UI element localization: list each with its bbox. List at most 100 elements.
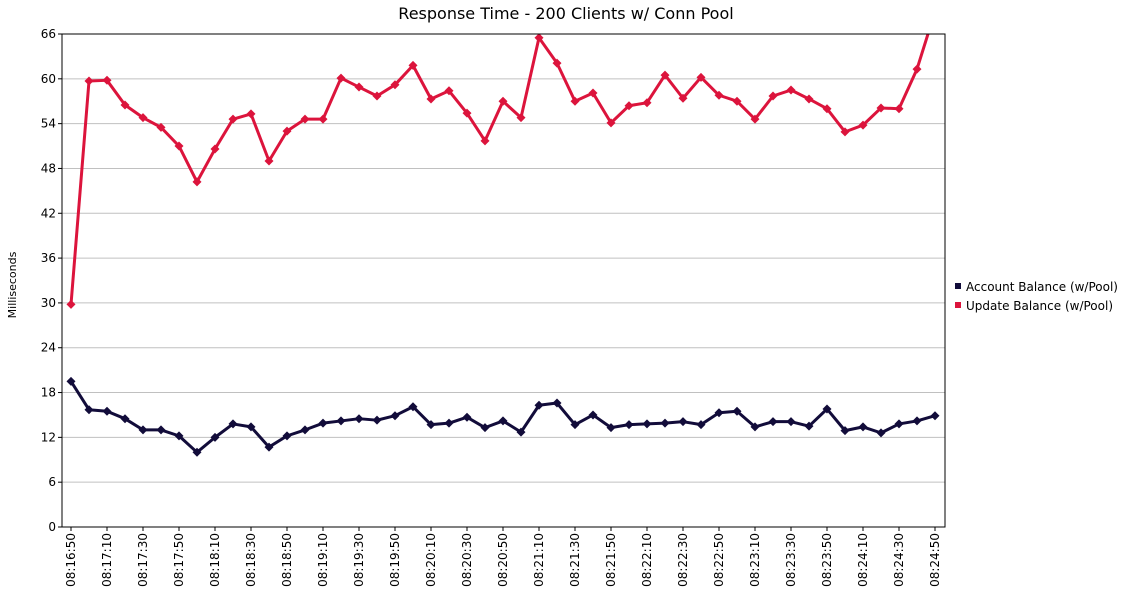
x-tick-label: 08:18:10 bbox=[208, 533, 222, 587]
y-tick-label: 12 bbox=[41, 430, 56, 444]
x-tick-label: 08:19:50 bbox=[388, 533, 402, 587]
point-marker bbox=[588, 88, 598, 98]
x-tick-label: 08:21:30 bbox=[568, 533, 582, 587]
legend-swatch bbox=[955, 302, 961, 308]
point-marker bbox=[372, 415, 382, 425]
point-marker bbox=[336, 73, 346, 83]
x-tick-label: 08:23:50 bbox=[820, 533, 834, 587]
point-marker bbox=[804, 421, 814, 431]
y-tick-label: 60 bbox=[41, 72, 56, 86]
x-tick-label: 08:17:50 bbox=[172, 533, 186, 587]
y-tick-label: 30 bbox=[41, 296, 56, 310]
x-tick-label: 08:24:50 bbox=[928, 533, 942, 587]
point-marker bbox=[822, 404, 832, 414]
x-tick-label: 08:20:50 bbox=[496, 533, 510, 587]
chart-title: Response Time - 200 Clients w/ Conn Pool bbox=[398, 4, 733, 23]
x-tick-label: 08:23:10 bbox=[748, 533, 762, 587]
grid bbox=[62, 33, 945, 528]
point-marker bbox=[732, 406, 742, 416]
point-marker bbox=[264, 156, 274, 166]
point-marker bbox=[930, 411, 940, 421]
point-marker bbox=[102, 406, 112, 416]
legend-swatch bbox=[955, 283, 961, 289]
point-marker bbox=[498, 416, 508, 426]
x-tick-label: 08:22:50 bbox=[712, 533, 726, 587]
point-marker bbox=[210, 144, 220, 154]
y-tick-label: 36 bbox=[41, 251, 56, 265]
x-tick-label: 08:17:10 bbox=[100, 533, 114, 587]
point-marker bbox=[858, 120, 868, 130]
point-marker bbox=[660, 418, 670, 428]
point-marker bbox=[714, 408, 724, 418]
point-marker bbox=[624, 101, 634, 111]
x-tick-label: 08:16:50 bbox=[64, 533, 78, 587]
point-marker bbox=[318, 114, 328, 124]
point-marker bbox=[804, 94, 814, 104]
point-marker bbox=[912, 64, 922, 74]
legend-label: Update Balance (w/Pool) bbox=[966, 299, 1113, 313]
point-marker bbox=[660, 70, 670, 80]
point-marker bbox=[768, 91, 778, 101]
point-marker bbox=[786, 417, 796, 427]
y-tick-label: 0 bbox=[48, 520, 56, 534]
point-marker bbox=[444, 86, 454, 96]
point-marker bbox=[462, 108, 472, 118]
point-marker bbox=[642, 419, 652, 429]
point-marker bbox=[750, 114, 760, 124]
point-marker bbox=[300, 425, 310, 435]
point-marker bbox=[462, 412, 472, 422]
x-tick-label: 08:20:10 bbox=[424, 533, 438, 587]
x-tick-label: 08:22:10 bbox=[640, 533, 654, 587]
point-marker bbox=[192, 177, 202, 187]
point-marker bbox=[498, 96, 508, 106]
point-marker bbox=[876, 103, 886, 113]
point-marker bbox=[390, 80, 400, 90]
point-marker bbox=[696, 72, 706, 82]
point-marker bbox=[678, 93, 688, 103]
point-marker bbox=[786, 85, 796, 95]
point-marker bbox=[318, 418, 328, 428]
point-marker bbox=[516, 113, 526, 123]
point-marker bbox=[246, 422, 256, 432]
point-marker bbox=[696, 420, 706, 430]
point-marker bbox=[156, 425, 166, 435]
x-tick-label: 08:20:30 bbox=[460, 533, 474, 587]
y-tick-label: 42 bbox=[41, 206, 56, 220]
point-marker bbox=[552, 58, 562, 68]
point-marker bbox=[768, 417, 778, 427]
point-marker bbox=[408, 60, 418, 70]
point-marker bbox=[354, 414, 364, 424]
x-tick-label: 08:19:30 bbox=[352, 533, 366, 587]
y-tick-label: 6 bbox=[48, 475, 56, 489]
x-tick-label: 08:18:50 bbox=[280, 533, 294, 587]
point-marker bbox=[336, 416, 346, 426]
point-marker bbox=[102, 75, 112, 85]
point-marker bbox=[480, 423, 490, 433]
y-tick-label: 66 bbox=[41, 27, 56, 41]
point-marker bbox=[426, 420, 436, 430]
point-marker bbox=[138, 425, 148, 435]
point-marker bbox=[66, 299, 76, 309]
point-marker bbox=[282, 431, 292, 441]
point-marker bbox=[300, 114, 310, 124]
point-marker bbox=[228, 419, 238, 429]
point-marker bbox=[606, 118, 616, 128]
x-tick-label: 08:24:10 bbox=[856, 533, 870, 587]
point-marker bbox=[192, 447, 202, 457]
point-marker bbox=[120, 414, 130, 424]
point-marker bbox=[714, 90, 724, 100]
plot-area bbox=[62, 34, 945, 527]
point-marker bbox=[912, 416, 922, 426]
point-marker bbox=[876, 428, 886, 438]
point-marker bbox=[534, 400, 544, 410]
point-marker bbox=[570, 420, 580, 430]
point-marker bbox=[570, 96, 580, 106]
x-tick-label: 08:23:30 bbox=[784, 533, 798, 587]
x-tick-label: 08:21:50 bbox=[604, 533, 618, 587]
point-marker bbox=[210, 432, 220, 442]
x-tick-label: 08:19:10 bbox=[316, 533, 330, 587]
point-marker bbox=[840, 127, 850, 137]
point-marker bbox=[750, 422, 760, 432]
